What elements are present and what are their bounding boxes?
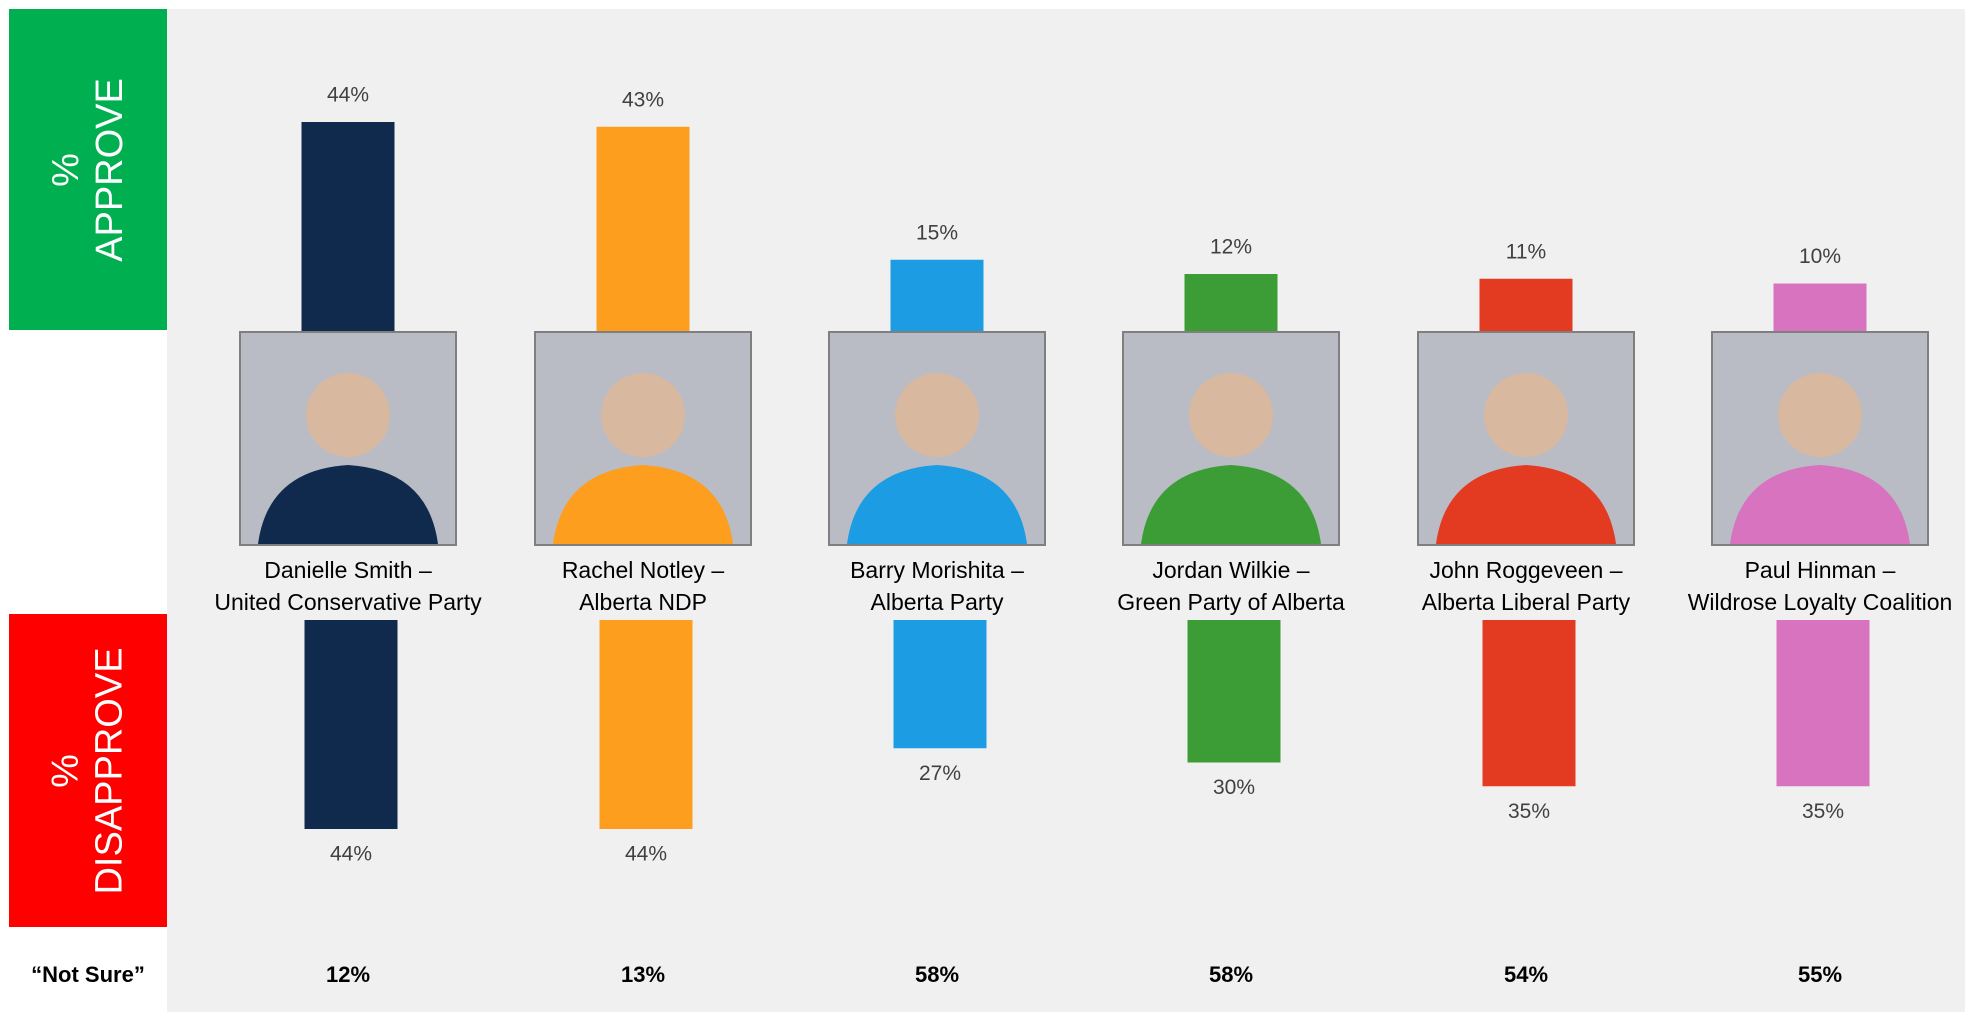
approve-bar bbox=[1184, 274, 1278, 331]
disapprove-value-label: 44% bbox=[330, 843, 372, 866]
approve-value-label: 12% bbox=[1210, 236, 1252, 259]
approve-bar bbox=[596, 126, 690, 331]
party-name: Alberta Party bbox=[871, 589, 1004, 615]
photo-body bbox=[1436, 465, 1616, 544]
candidate-name: John Roggeveen – bbox=[1429, 557, 1622, 583]
photo-head bbox=[1189, 373, 1273, 457]
approve-bar bbox=[1479, 278, 1573, 331]
candidate-name: Jordan Wilkie – bbox=[1152, 557, 1309, 583]
disapprove-bar bbox=[893, 620, 987, 749]
not-sure-value: 13% bbox=[621, 962, 665, 987]
photo-head bbox=[601, 373, 685, 457]
disapprove-label: % DISAPPROVE bbox=[45, 646, 131, 895]
disapprove-box: % DISAPPROVE bbox=[9, 614, 167, 927]
panel bbox=[167, 9, 1965, 1012]
party-name: Green Party of Alberta bbox=[1117, 589, 1345, 615]
photo-body bbox=[553, 465, 733, 544]
disapprove-bar bbox=[599, 620, 693, 829]
disapprove-bar bbox=[1776, 620, 1870, 787]
approve-bar bbox=[890, 259, 984, 331]
party-name: Alberta NDP bbox=[579, 589, 707, 615]
approve-label: % APPROVE bbox=[45, 77, 132, 262]
photo-head bbox=[1484, 373, 1568, 457]
not-sure-value: 58% bbox=[915, 962, 959, 987]
party-name: Wildrose Loyalty Coalition bbox=[1688, 589, 1953, 615]
approve-box: % APPROVE bbox=[9, 9, 167, 330]
not-sure-value: 55% bbox=[1798, 962, 1842, 987]
approve-value-label: 11% bbox=[1506, 240, 1546, 263]
photo-head bbox=[306, 373, 390, 457]
candidate-name: Rachel Notley – bbox=[562, 557, 725, 583]
disapprove-bar bbox=[1482, 620, 1576, 787]
approve-value-label: 43% bbox=[622, 88, 664, 111]
approve-bar bbox=[301, 122, 395, 331]
party-name: Alberta Liberal Party bbox=[1422, 589, 1631, 615]
approve-value-label: 15% bbox=[916, 221, 958, 244]
photo-head bbox=[895, 373, 979, 457]
disapprove-value-label: 30% bbox=[1213, 776, 1255, 799]
approve-value-label: 10% bbox=[1799, 245, 1841, 268]
disapprove-value-label: 44% bbox=[625, 843, 667, 866]
photo-head bbox=[1778, 373, 1862, 457]
approve-bar bbox=[1773, 283, 1867, 331]
photo-body bbox=[847, 465, 1027, 544]
photo-body bbox=[258, 465, 438, 544]
disapprove-bar bbox=[304, 620, 398, 829]
disapprove-value-label: 35% bbox=[1802, 800, 1844, 823]
party-name: United Conservative Party bbox=[214, 589, 482, 615]
photo-body bbox=[1730, 465, 1910, 544]
not-sure-value: 58% bbox=[1209, 962, 1253, 987]
not-sure-value: 54% bbox=[1504, 962, 1548, 987]
disapprove-value-label: 27% bbox=[919, 762, 961, 785]
not-sure-label: “Not Sure” bbox=[31, 962, 145, 987]
candidate-name: Barry Morishita – bbox=[850, 557, 1024, 583]
approve-value-label: 44% bbox=[327, 84, 369, 107]
photo-body bbox=[1141, 465, 1321, 544]
disapprove-value-label: 35% bbox=[1508, 800, 1550, 823]
candidate-name: Paul Hinman – bbox=[1745, 557, 1896, 583]
candidate-name: Danielle Smith – bbox=[264, 557, 432, 583]
disapprove-bar bbox=[1187, 620, 1281, 763]
not-sure-value: 12% bbox=[326, 962, 370, 987]
